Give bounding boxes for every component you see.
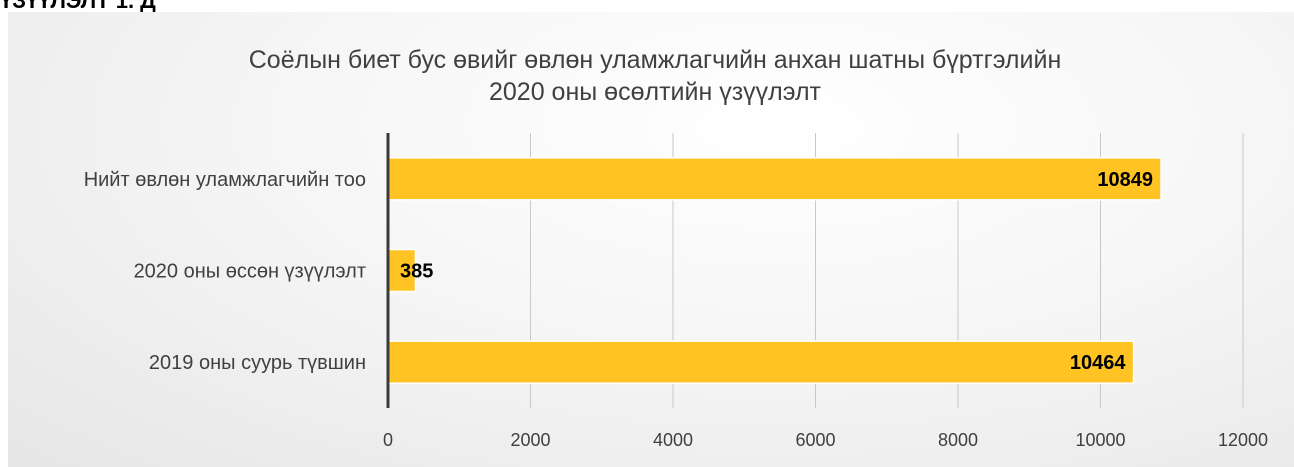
bar	[387, 248, 417, 293]
data-label: 10849	[1097, 169, 1153, 191]
data-label: 10464	[1070, 352, 1126, 374]
page-caption: ҮЗҮҮЛЭЛТ 1. Д	[0, 0, 156, 13]
category-label: Нийт өвлөн уламжлагчийн тоо	[84, 169, 366, 191]
x-tick-label: 0	[383, 430, 393, 450]
x-tick-label: 10000	[1075, 430, 1125, 450]
chart-title-line-2: 2020 оны өсөлтийн үзүүлэлт	[488, 78, 821, 106]
chart-panel	[8, 12, 1294, 467]
chart-title-line-1: Соёлын биет бус өвийг өвлөн уламжлагчийн…	[248, 46, 1062, 74]
bar	[387, 340, 1135, 384]
x-tick-label: 8000	[938, 430, 978, 450]
data-label: 385	[400, 261, 433, 283]
bar	[387, 157, 1162, 201]
x-tick-label: 2000	[510, 430, 550, 450]
x-tick-label: 12000	[1218, 430, 1268, 450]
category-label: 2020 оны өссөн үзүүлэлт	[134, 261, 366, 283]
x-tick-label: 6000	[795, 430, 835, 450]
chart-title: Соёлын биет бус өвийг өвлөн уламжлагчийн…	[180, 44, 1130, 108]
x-tick-label: 4000	[653, 430, 693, 450]
category-label: 2019 оны суурь түвшин	[149, 352, 366, 374]
